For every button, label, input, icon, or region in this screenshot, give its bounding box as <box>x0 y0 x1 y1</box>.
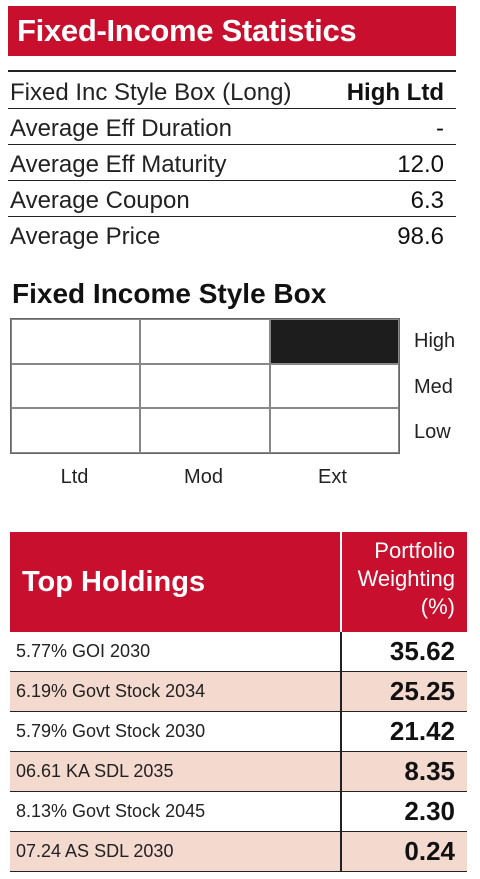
holding-row: 5.79% Govt Stock 2030 21.42 <box>10 712 467 752</box>
stat-row: Average Eff Duration - <box>8 108 456 145</box>
holding-name: 5.79% Govt Stock 2030 <box>10 712 342 751</box>
style-box-cell-filled <box>269 319 399 364</box>
stat-row: Average Price 98.6 <box>8 216 456 252</box>
style-box-col-label: Ltd <box>60 466 89 488</box>
holding-name: 5.77% GOI 2030 <box>10 632 342 671</box>
holdings-header: Top Holdings Portfolio Weighting (%) <box>10 532 467 632</box>
style-box-grid <box>10 318 400 454</box>
stat-value: High Ltd <box>346 79 444 106</box>
stat-label: Average Coupon <box>10 187 190 214</box>
holding-row: 07.24 AS SDL 2030 0.24 <box>10 832 467 872</box>
style-box-cell <box>269 408 399 453</box>
style-box-cell <box>11 363 141 409</box>
holding-weight: 21.42 <box>389 716 455 746</box>
style-box-cell <box>269 363 399 409</box>
stat-label: Average Price <box>10 223 161 250</box>
weighting-column-header: Portfolio Weighting (%) <box>342 532 467 632</box>
divider <box>8 70 456 72</box>
stat-label: Average Eff Duration <box>10 115 232 142</box>
holding-row: 5.77% GOI 2030 35.62 <box>10 632 467 672</box>
style-box-row-label: High <box>414 330 456 352</box>
style-box-cell <box>11 319 141 364</box>
style-box-cell <box>11 408 141 453</box>
stat-row: Average Eff Maturity 12.0 <box>8 144 456 181</box>
section-title: Fixed-Income Statistics <box>17 13 357 48</box>
style-box-cell <box>140 363 270 409</box>
holding-row: 8.13% Govt Stock 2045 2.30 <box>10 792 467 832</box>
column-header-line: (%) <box>420 594 455 619</box>
stat-label: Fixed Inc Style Box (Long) <box>10 79 292 106</box>
style-box-title: Fixed Income Style Box <box>12 278 327 309</box>
holding-name: 8.13% Govt Stock 2045 <box>10 792 342 831</box>
holding-row: 6.19% Govt Stock 2034 25.25 <box>10 672 467 712</box>
holding-weight: 8.35 <box>404 756 455 786</box>
holding-name: 6.19% Govt Stock 2034 <box>10 672 342 711</box>
column-header-line: Weighting <box>357 566 455 591</box>
stats-table: Fixed Inc Style Box (Long) High Ltd Aver… <box>8 70 456 252</box>
top-holdings-table: Top Holdings Portfolio Weighting (%) 5.7… <box>10 532 467 872</box>
column-header-line: Portfolio <box>374 538 455 563</box>
holding-row: 06.61 KA SDL 2035 8.35 <box>10 752 467 792</box>
style-box-col-label: Ext <box>318 466 347 488</box>
holding-weight: 25.25 <box>389 676 455 706</box>
stat-row: Average Coupon 6.3 <box>8 180 456 217</box>
holding-name: 06.61 KA SDL 2035 <box>10 752 342 791</box>
style-box-col-label: Mod <box>184 466 223 488</box>
stat-label: Average Eff Maturity <box>10 151 227 178</box>
stat-value: 6.3 <box>410 187 444 214</box>
style-box-row-label: Low <box>414 421 451 443</box>
holding-weight: 0.24 <box>404 836 455 866</box>
stat-value: - <box>436 115 444 142</box>
stat-value: 98.6 <box>397 223 444 250</box>
style-box-cell <box>140 319 270 364</box>
section-header: Fixed-Income Statistics <box>8 6 456 56</box>
holding-name: 07.24 AS SDL 2030 <box>10 832 342 871</box>
holding-weight: 2.30 <box>404 796 455 826</box>
style-box-row-label: Med <box>414 376 453 398</box>
holding-weight: 35.62 <box>389 636 455 666</box>
holdings-title: Top Holdings <box>10 532 342 632</box>
style-box-cell <box>140 408 270 453</box>
stat-row: Fixed Inc Style Box (Long) High Ltd <box>8 72 456 109</box>
stat-value: 12.0 <box>397 151 444 178</box>
